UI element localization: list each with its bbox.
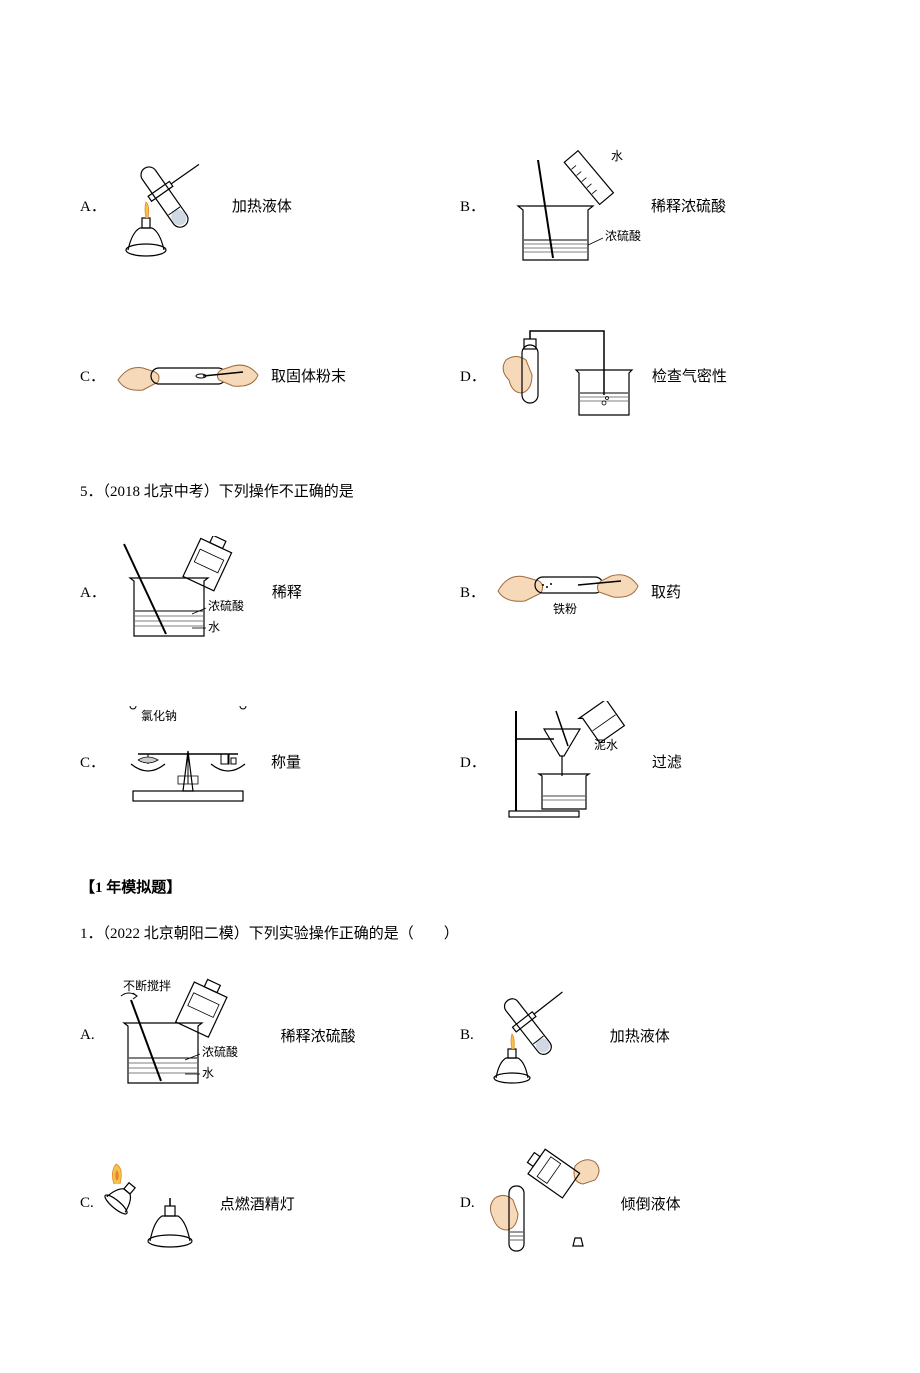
q4-row2: C． 取固体粉末 D． <box>80 325 840 425</box>
q1m-A-figure: 不断搅拌 浓硫酸 水 <box>103 978 273 1093</box>
q5B-powder-anno: 铁粉 <box>553 602 577 616</box>
q1m-B-label: 加热液体 <box>610 1025 670 1046</box>
take-powder-icon: 铁粉 <box>493 551 643 631</box>
q5-A-letter: A． <box>80 581 106 602</box>
q4-row1: A． 加热液体 <box>80 140 840 270</box>
filter-icon: 泥水 <box>494 701 644 821</box>
q4-optD: D． 检查气密性 <box>460 325 840 425</box>
q5A-water-anno: 水 <box>208 620 220 634</box>
heating-liquid-icon <box>114 150 224 260</box>
q1m-C-label: 点燃酒精灯 <box>220 1193 295 1214</box>
q1m-D-letter: D. <box>460 1195 475 1212</box>
q1m-C-figure <box>102 1156 212 1251</box>
q5-optB: B． 铁粉 取药 <box>460 551 840 631</box>
dilute-acid-wrong-icon: 水 浓硫酸 <box>493 140 643 270</box>
q4-B-label: 稀释浓硫酸 <box>651 195 726 216</box>
q5-D-letter: D． <box>460 751 486 772</box>
dilute-icon: 浓硫酸 水 <box>114 536 264 646</box>
q1m-A-letter: A. <box>80 1027 95 1044</box>
q4-A-figure <box>114 150 224 260</box>
q1m-row2: C. 点燃酒精灯 D. <box>80 1148 840 1258</box>
q4-B-letter: B． <box>460 195 485 216</box>
q1mA-stir-anno: 不断搅拌 <box>123 978 171 993</box>
q4-C-label: 取固体粉末 <box>271 365 346 386</box>
q4-C-figure <box>113 340 263 410</box>
q1mA-water-anno: 水 <box>202 1066 214 1080</box>
q5-D-figure: 泥水 <box>494 701 644 821</box>
q1m-D-figure <box>483 1148 613 1258</box>
q5-A-figure: 浓硫酸 水 <box>114 536 264 646</box>
q5-D-label: 过滤 <box>652 751 682 772</box>
q1m-B-figure <box>482 986 602 1086</box>
q5C-nacl-anno: 氯化钠 <box>141 708 177 723</box>
q4-D-figure <box>494 325 644 425</box>
q5D-mud-anno: 泥水 <box>594 738 618 752</box>
q1m-stem: 1．（2022 北京朝阳二模）下列实验操作正确的是（ ） <box>80 922 840 943</box>
light-lamp-icon <box>102 1156 212 1251</box>
take-solid-powder-icon <box>113 340 263 410</box>
check-airtightness-icon <box>494 325 644 425</box>
q1m-B-letter: B. <box>460 1027 474 1044</box>
q5-C-label: 称量 <box>271 751 301 772</box>
q5-optC: C． 氯化钠 <box>80 706 460 816</box>
weighing-icon: 氯化钠 <box>113 706 263 816</box>
q1m-C-letter: C. <box>80 1195 94 1212</box>
q5-C-figure: 氯化钠 <box>113 706 263 816</box>
q4-optB: B． 水 <box>460 140 840 270</box>
q1m-optC: C. 点燃酒精灯 <box>80 1156 460 1251</box>
section-title: 【1 年模拟题】 <box>80 876 840 897</box>
q4-D-letter: D． <box>460 365 486 386</box>
q5-B-letter: B． <box>460 581 485 602</box>
q4-C-letter: C． <box>80 365 105 386</box>
q1mA-acid-anno: 浓硫酸 <box>202 1044 238 1059</box>
q1m-A-label: 稀释浓硫酸 <box>281 1025 356 1046</box>
water-anno: 水 <box>611 149 623 163</box>
q4-A-label: 加热液体 <box>232 195 292 216</box>
q5-optD: D． 泥水 <box>460 701 840 821</box>
q5-B-label: 取药 <box>651 581 681 602</box>
q5-row1: A． 浓硫酸 水 <box>80 536 840 646</box>
q1m-D-label: 倾倒液体 <box>621 1193 681 1214</box>
q5-stem: 5．（2018 北京中考）下列操作不正确的是 <box>80 480 840 501</box>
dilute-acid-correct-icon: 不断搅拌 浓硫酸 水 <box>103 978 273 1093</box>
q1m-optA: A. 不断搅拌 浓硫酸 <box>80 978 460 1093</box>
acid-anno: 浓硫酸 <box>605 228 641 243</box>
q1m-optB: B. 加热液体 <box>460 986 840 1086</box>
heating-liquid-2-icon <box>482 986 602 1086</box>
q1m-row1: A. 不断搅拌 浓硫酸 <box>80 978 840 1093</box>
pour-liquid-icon <box>483 1148 613 1258</box>
q4-optA: A． 加热液体 <box>80 150 460 260</box>
q5-B-figure: 铁粉 <box>493 551 643 631</box>
q4-D-label: 检查气密性 <box>652 365 727 386</box>
q5-optA: A． 浓硫酸 水 <box>80 536 460 646</box>
q4-B-figure: 水 浓硫酸 <box>493 140 643 270</box>
q5-C-letter: C． <box>80 751 105 772</box>
q5-row2: C． 氯化钠 <box>80 701 840 821</box>
q1m-optD: D. 倾倒液体 <box>460 1148 840 1258</box>
q4-A-letter: A． <box>80 195 106 216</box>
q5A-acid-anno: 浓硫酸 <box>208 598 244 613</box>
q5-A-label: 稀释 <box>272 581 302 602</box>
q4-optC: C． 取固体粉末 <box>80 340 460 410</box>
